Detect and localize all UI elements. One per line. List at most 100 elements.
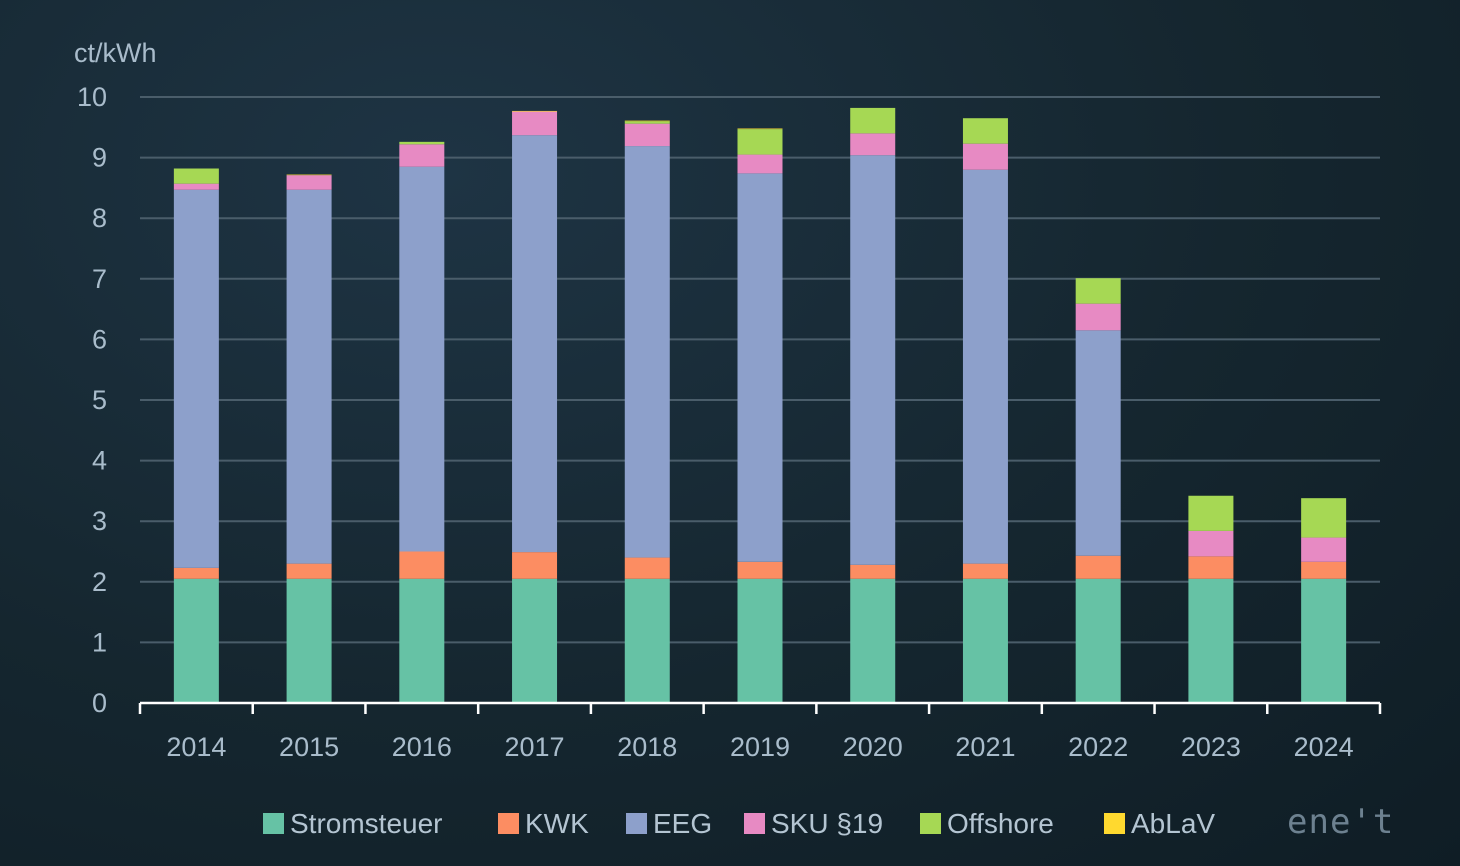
- y-tick-label: 2: [92, 567, 107, 597]
- bar-segment: [399, 141, 445, 145]
- bar-segment: [1075, 303, 1121, 331]
- bar-stack-2015: [286, 174, 332, 703]
- bar-segment: [1188, 530, 1234, 557]
- bar-segment: [1075, 278, 1121, 304]
- bar-segment: [850, 107, 896, 134]
- legend-item: EEG: [626, 808, 712, 839]
- x-tick-label: 2022: [1068, 732, 1128, 762]
- legend-item: Offshore: [920, 808, 1054, 839]
- bar-stack-2021: [962, 118, 1008, 703]
- legend-item: Stromsteuer: [263, 808, 443, 839]
- x-tick-label: 2024: [1294, 732, 1354, 762]
- bar-segment: [399, 166, 445, 552]
- bar-segment: [624, 123, 670, 147]
- bar-segment: [286, 563, 332, 579]
- bar-segment: [737, 578, 783, 703]
- bar-segment: [399, 578, 445, 703]
- x-tick-label: 2021: [955, 732, 1015, 762]
- bar-segment: [399, 551, 445, 579]
- x-tick-label: 2023: [1181, 732, 1241, 762]
- bar-segment: [512, 578, 558, 703]
- bar-stack-2016: [399, 141, 445, 703]
- bar-segment: [512, 135, 558, 553]
- x-tick-label: 2016: [392, 732, 452, 762]
- bar-segment: [286, 189, 332, 564]
- bar-stack-2014: [173, 168, 219, 703]
- bar-segment: [173, 578, 219, 703]
- y-tick-label: 7: [92, 264, 107, 294]
- y-tick-label: 6: [92, 324, 107, 354]
- bar-segment: [1075, 330, 1121, 556]
- legend-swatch: [626, 813, 647, 834]
- bar-stack-2020: [850, 107, 896, 703]
- legend-swatch: [920, 813, 941, 834]
- y-tick-label: 4: [92, 446, 107, 476]
- legend-item: SKU §19: [744, 808, 883, 839]
- legend-swatch: [263, 813, 284, 834]
- bar-segment: [962, 169, 1008, 564]
- bar-segment: [737, 128, 783, 130]
- bar-segment: [850, 155, 896, 565]
- bar-segment: [962, 143, 1008, 170]
- x-tick-label: 2014: [166, 732, 226, 762]
- axes: [138, 701, 1382, 714]
- legend-swatch: [498, 813, 519, 834]
- bar-segment: [173, 567, 219, 579]
- bar-segment: [173, 168, 219, 184]
- legend-swatch: [744, 813, 765, 834]
- x-tick-label: 2020: [843, 732, 903, 762]
- bar-stack-2017: [512, 110, 558, 703]
- legend-label: KWK: [525, 808, 589, 839]
- bar-stack-2018: [624, 120, 670, 703]
- bar-stack-2019: [737, 128, 783, 703]
- bar-segment: [512, 111, 558, 136]
- bar-segment: [1188, 578, 1234, 703]
- x-tick-labels: 2014 2015 2016 2017 2018 2019 2020 2021 2022 2023…: [166, 732, 1353, 762]
- bar-segment: [962, 118, 1008, 144]
- y-tick-label: 5: [92, 385, 107, 415]
- bar-segment: [624, 557, 670, 579]
- bar-segment: [850, 564, 896, 579]
- bar-stack-2022: [1075, 278, 1121, 703]
- bar-stacks: [173, 107, 1347, 703]
- y-tick-label: 1: [92, 627, 107, 657]
- y-tick-label: 8: [92, 203, 107, 233]
- bar-segment: [512, 110, 558, 112]
- x-tick-label: 2018: [617, 732, 677, 762]
- bar-segment: [850, 133, 896, 156]
- y-tick-label: 9: [92, 143, 107, 173]
- y-axis-unit-label: ct/kWh: [74, 38, 157, 68]
- bar-segment: [737, 561, 783, 579]
- enet-logo: ene't: [1287, 802, 1394, 842]
- bar-segment: [1188, 556, 1234, 579]
- bar-segment: [173, 189, 219, 568]
- legend-label: Offshore: [947, 808, 1054, 839]
- bar-segment: [1301, 498, 1347, 538]
- bar-segment: [1301, 578, 1347, 703]
- y-tick-labels: 0 1 2 3 4 5 6 7 8 9 10: [77, 82, 107, 718]
- legend-label: AbLaV: [1131, 808, 1215, 839]
- bar-segment: [286, 578, 332, 703]
- y-tick-label: 10: [77, 82, 107, 112]
- y-tick-label: 0: [92, 688, 107, 718]
- bar-segment: [624, 578, 670, 703]
- bar-segment: [286, 175, 332, 190]
- x-tick-label: 2019: [730, 732, 790, 762]
- bar-segment: [737, 154, 783, 174]
- bar-segment: [399, 144, 445, 167]
- bar-segment: [286, 174, 332, 176]
- y-tick-label: 3: [92, 506, 107, 536]
- bar-segment: [962, 578, 1008, 703]
- bar-segment: [1301, 537, 1347, 562]
- bar-segment: [962, 563, 1008, 579]
- legend: Stromsteuer KWK EEG SKU §19 Offshore AbLaV: [263, 808, 1215, 839]
- bar-segment: [624, 121, 670, 124]
- bar-stack-2023: [1188, 495, 1234, 703]
- bar-segment: [1301, 561, 1347, 579]
- bar-segment: [1188, 495, 1234, 531]
- legend-label: SKU §19: [771, 808, 883, 839]
- x-tick-label: 2015: [279, 732, 339, 762]
- x-tick-label: 2017: [505, 732, 565, 762]
- bar-segment: [173, 183, 219, 190]
